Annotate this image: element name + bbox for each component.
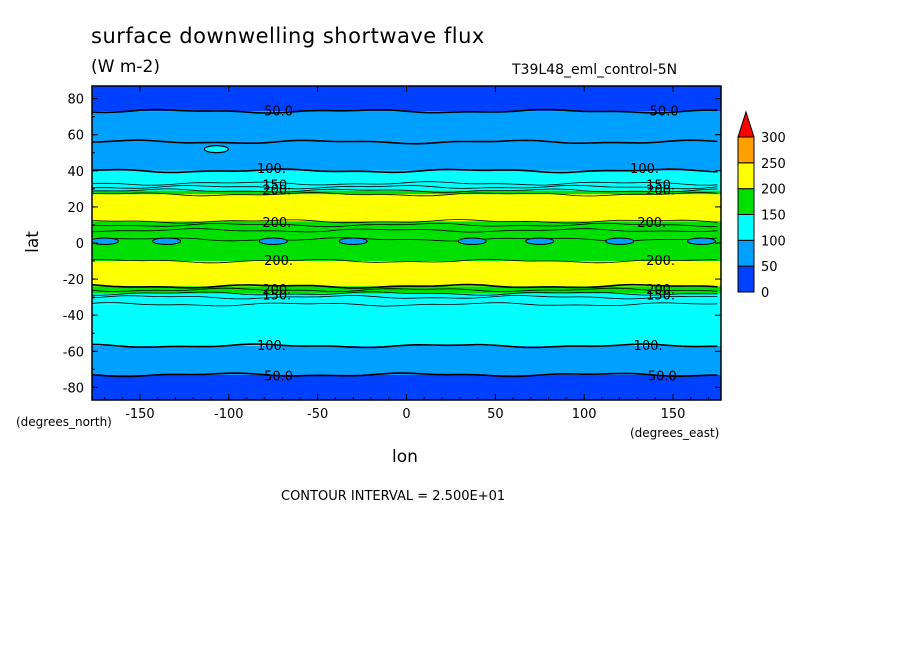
x-tick-label-3: 0: [402, 407, 410, 422]
contour-label-3: 100.: [630, 162, 659, 177]
equatorial-minimum-4: [457, 237, 487, 245]
contour-label-16: 100.: [257, 339, 286, 354]
contour-label-15: 150.: [646, 288, 675, 303]
contour-line-15: [92, 295, 718, 300]
colorbar-label-1: 50: [761, 260, 778, 275]
contour-line-9: [92, 228, 718, 233]
contour-line-7: [92, 219, 718, 224]
contour-label-7: 200.: [646, 184, 675, 199]
contour-line-0: [92, 108, 718, 114]
colorbar-extend-arrow: [737, 110, 755, 138]
contour-label-0: 50.0: [264, 104, 293, 119]
y-tick-label-4: 0: [76, 237, 84, 252]
colorbar-label-2: 100: [761, 234, 786, 249]
contour-label-4: 150.: [262, 178, 291, 193]
contour-line-18: [92, 372, 718, 378]
flux-band-9: [92, 286, 721, 294]
contour-label-12: 200.: [262, 283, 291, 298]
y-tick-label-6: 40: [67, 165, 84, 180]
x-tick-label-4: 50: [487, 407, 504, 422]
contour-interval-note: CONTOUR INTERVAL = 2.500E+01: [281, 489, 506, 504]
equatorial-minimum-6: [605, 237, 635, 245]
contour-line-16: [92, 302, 718, 307]
contour-line-17: [92, 343, 718, 349]
contour-line-2: [92, 168, 718, 174]
contour-label-19: 50.0: [648, 370, 677, 385]
colorbar-box-0: [737, 265, 755, 293]
x-axis-label: lon: [392, 447, 418, 467]
y-axis-units: (degrees_north): [16, 415, 112, 429]
x-tick-label-0: -150: [125, 407, 155, 422]
contour-label-10: 200.: [264, 254, 293, 269]
equatorial-minimum-7: [686, 237, 716, 245]
colorbar-label-5: 250: [761, 157, 786, 172]
y-tick-label-3: -20: [63, 273, 84, 288]
colorbar-label-3: 150: [761, 209, 786, 224]
flux-band-11: [92, 304, 721, 346]
x-tick-label-6: 150: [661, 407, 686, 422]
equatorial-minimum-0: [92, 237, 119, 245]
colorbar-label-0: 0: [761, 286, 769, 301]
contour-label-14: 200.: [646, 283, 675, 298]
y-tick-label-8: 80: [67, 93, 84, 108]
flux-band-3: [92, 170, 721, 184]
flux-band-12: [92, 345, 721, 375]
contour-label-11: 200.: [646, 254, 675, 269]
contour-label-17: 100.: [634, 339, 663, 354]
y-tick-label-5: 20: [67, 201, 84, 216]
flux-band-2: [92, 141, 721, 171]
contour-line-11: [92, 258, 718, 264]
contour-line-1: [92, 139, 718, 145]
y-tick-label-0: -80: [63, 381, 84, 396]
x-axis-units: (degrees_east): [630, 426, 720, 440]
chart-title: surface downwelling shortwave flux: [91, 24, 485, 48]
colorbar-box-4: [737, 162, 755, 190]
flux-band-8: [92, 261, 721, 287]
contour-label-2: 100.: [257, 162, 286, 177]
contour-label-18: 50.0: [264, 370, 293, 385]
contour-label-8: 200.: [262, 216, 291, 231]
equatorial-minimum-5: [525, 237, 555, 245]
contour-line-6: [92, 192, 718, 197]
flux-band-1: [92, 111, 721, 142]
flux-band-10: [92, 293, 721, 305]
highlat-cell: [203, 145, 229, 154]
chart-units: (W m-2): [91, 57, 160, 77]
flux-band-5: [92, 190, 721, 195]
contour-line-4: [92, 184, 718, 190]
colorbar-label-6: 300: [761, 131, 786, 146]
contour-label-6: 150.: [646, 178, 675, 193]
flux-band-4: [92, 183, 721, 191]
contour-label-5: 200.: [262, 184, 291, 199]
contour-line-8: [92, 222, 718, 228]
contour-label-9: 200.: [637, 216, 666, 231]
colorbar-box-2: [737, 214, 755, 241]
contour-line-13: [92, 287, 718, 292]
contour-line-12: [92, 283, 718, 289]
contour-line-14: [92, 291, 718, 296]
colorbar-box-3: [737, 188, 755, 216]
dataset-label: T39L48_eml_control-5N: [512, 62, 678, 78]
contour-label-1: 50.0: [650, 104, 679, 119]
y-tick-label-1: -60: [63, 345, 84, 360]
x-tick-label-5: 100: [572, 407, 597, 422]
equatorial-minimum-3: [338, 237, 368, 245]
contour-label-13: 150.: [262, 288, 291, 303]
x-tick-label-1: -100: [214, 407, 244, 422]
y-tick-label-7: 60: [67, 129, 84, 144]
flux-band-6: [92, 194, 721, 222]
colorbar-box-5: [737, 136, 755, 164]
colorbar-label-4: 200: [761, 183, 786, 198]
equatorial-minimum-2: [258, 237, 288, 245]
x-tick-label-2: -50: [307, 407, 328, 422]
colorbar-box-1: [737, 239, 755, 267]
y-tick-label-2: -40: [63, 309, 84, 324]
contour-line-3: [92, 181, 718, 186]
equatorial-minimum-1: [152, 237, 182, 245]
contour-line-5: [92, 188, 718, 193]
